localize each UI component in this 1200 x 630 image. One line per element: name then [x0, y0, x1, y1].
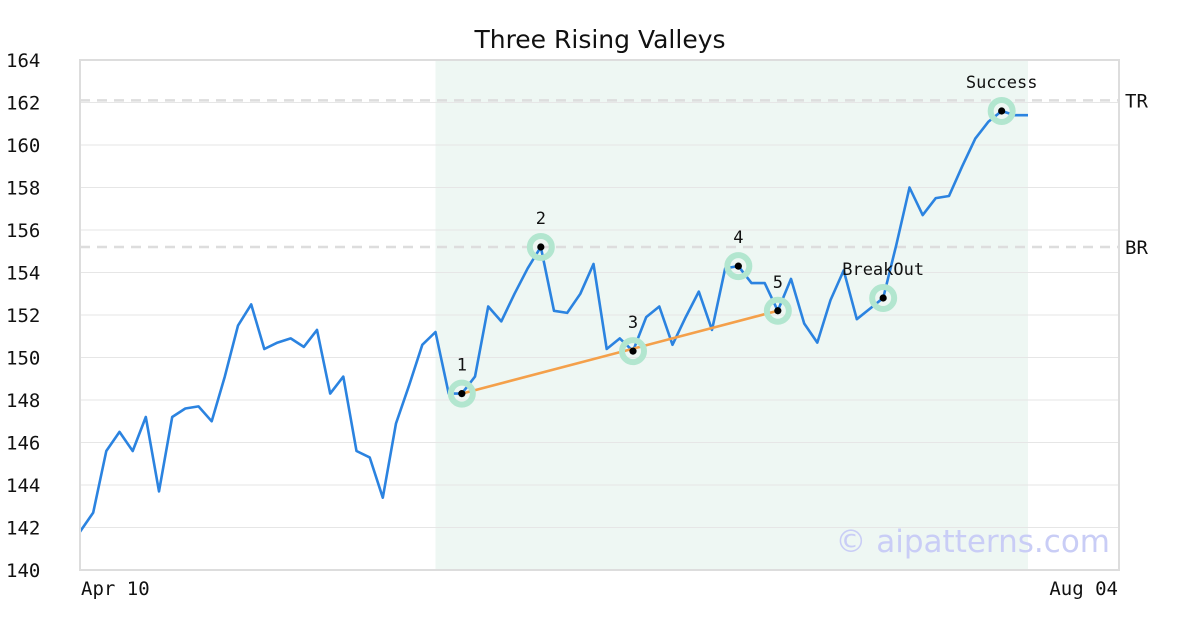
annotation-halo [724, 252, 753, 281]
annotation-label: 5 [773, 273, 783, 293]
annotation-label: 3 [628, 313, 638, 333]
plot-frame [79, 59, 1120, 571]
y-tick-label: 164 [6, 50, 40, 72]
reference-line-label: TR [1125, 90, 1148, 112]
y-axis: 140 142 144 146 148 150 152 154 156 158 160 162 164 [6, 50, 40, 582]
annotation-label: BreakOut [842, 260, 924, 280]
annotation-label: 1 [457, 356, 467, 376]
annotation-halo [869, 284, 898, 312]
annotation-halo [763, 296, 792, 325]
y-tick-label: 140 [6, 560, 40, 582]
x-axis: Apr 10 Aug 04 [81, 578, 1118, 600]
annotation-point [774, 307, 782, 315]
annotation-point [734, 262, 742, 270]
price-line [78, 109, 1028, 533]
y-tick-label: 142 [6, 518, 40, 540]
annotations: 1 2 3 4 5 BreakOut Success [447, 73, 1038, 408]
annotation-label: 4 [733, 228, 743, 248]
x-tick-label: Apr 10 [81, 578, 150, 600]
reference-line-label: BR [1125, 237, 1148, 259]
annotation-label: 2 [536, 209, 546, 229]
y-tick-label: 144 [6, 475, 40, 497]
annotation-point [879, 294, 887, 302]
annotation-point [998, 107, 1006, 115]
y-tick-label: 146 [6, 433, 40, 455]
y-tick-label: 148 [6, 390, 40, 412]
annotation-label: Success [966, 73, 1038, 93]
y-tick-label: 152 [6, 305, 40, 327]
annotation-point [629, 347, 637, 355]
watermark: © aipatterns.com [835, 524, 1110, 560]
annotation-halo [447, 379, 476, 408]
reference-lines: TR BR [80, 90, 1148, 259]
y-tick-label: 154 [6, 263, 40, 285]
chart-title: Three Rising Valleys [473, 25, 725, 54]
y-tick-label: 156 [6, 220, 40, 242]
annotation-halo [526, 233, 555, 261]
x-tick-label: Aug 04 [1049, 578, 1118, 600]
y-tick-label: 158 [6, 178, 40, 200]
y-tick-label: 150 [6, 348, 40, 370]
y-tick-label: 160 [6, 135, 40, 157]
annotation-halo [619, 337, 647, 366]
annotation-halo [987, 97, 1016, 125]
annotation-point [537, 243, 545, 251]
y-tick-label: 162 [6, 93, 40, 115]
annotation-point [458, 390, 466, 398]
